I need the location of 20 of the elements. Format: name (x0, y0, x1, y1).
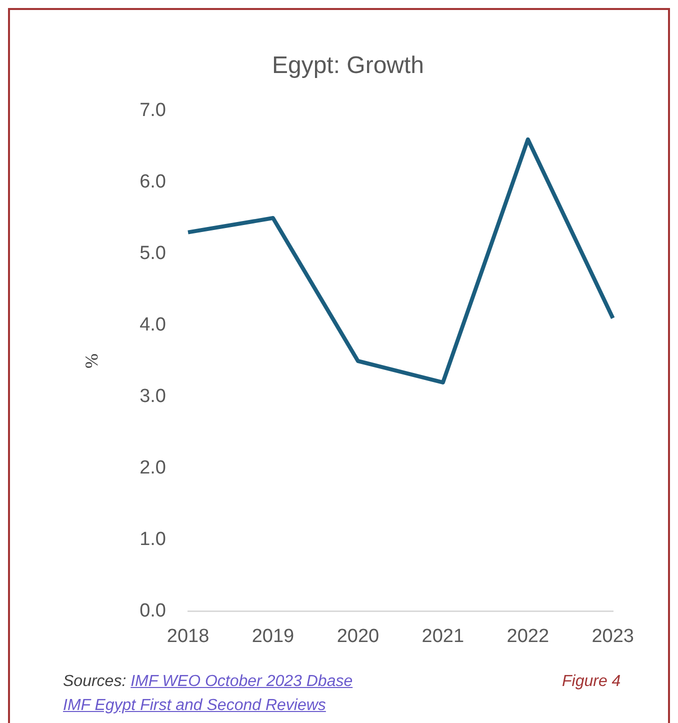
y-tick-label: 4.0 (140, 314, 166, 336)
y-tick-label: 1.0 (140, 528, 166, 550)
y-tick-label: 5.0 (140, 243, 166, 264)
x-tick-label: 2021 (422, 626, 464, 647)
x-tick-label: 2022 (506, 626, 550, 647)
y-tick-label: 7.0 (140, 100, 166, 122)
x-tick-label: 2023 (592, 626, 634, 647)
x-tick-label: 2019 (252, 626, 294, 647)
y-tick-label: 0.0 (140, 600, 166, 622)
x-tick-label: 2020 (336, 626, 380, 647)
text: IMF Egypt First and Second Reviews (63, 697, 326, 714)
chart-title: Egypt: Growth (272, 52, 424, 80)
caption: Figure 4 (562, 672, 621, 692)
y-tick-label: 3.0 (140, 386, 166, 407)
text: IMF WEO October 2023 Dbase (130, 673, 353, 690)
y-axis-title: % (82, 354, 102, 368)
y-tick-label: 6.0 (140, 172, 166, 193)
x-tick-label: 2018 (166, 626, 210, 647)
source-note: Sources: (63, 673, 126, 690)
y-tick-label: 2.0 (140, 457, 166, 478)
